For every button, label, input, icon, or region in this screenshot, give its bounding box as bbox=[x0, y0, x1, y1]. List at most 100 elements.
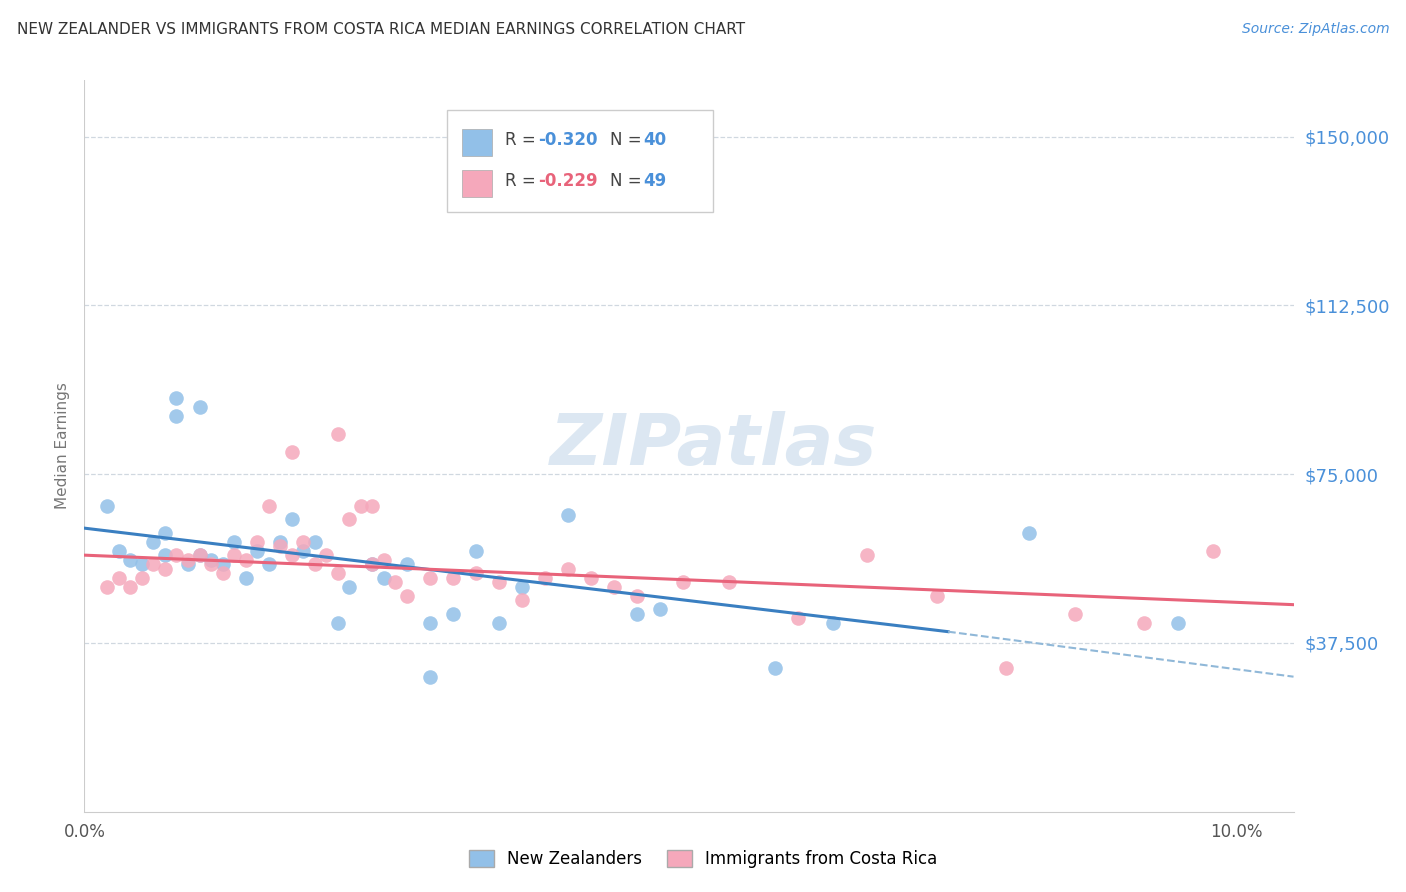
Point bbox=[153, 548, 176, 562]
Point bbox=[626, 589, 648, 603]
Point bbox=[120, 580, 142, 594]
Point bbox=[510, 580, 533, 594]
Point bbox=[1133, 615, 1156, 630]
Point bbox=[280, 444, 302, 458]
Point bbox=[166, 391, 188, 405]
Point bbox=[96, 580, 118, 594]
Point bbox=[1063, 607, 1085, 621]
Point bbox=[166, 409, 188, 423]
Point bbox=[994, 661, 1017, 675]
Text: 49: 49 bbox=[643, 172, 666, 190]
Point bbox=[441, 571, 464, 585]
Point bbox=[153, 525, 176, 540]
Point bbox=[211, 557, 233, 571]
Point bbox=[166, 548, 188, 562]
Text: Source: ZipAtlas.com: Source: ZipAtlas.com bbox=[1241, 22, 1389, 37]
Point bbox=[395, 589, 418, 603]
Point bbox=[373, 552, 395, 566]
Point bbox=[257, 499, 280, 513]
Point bbox=[626, 607, 648, 621]
Point bbox=[153, 562, 176, 576]
Point bbox=[419, 670, 441, 684]
Point bbox=[488, 575, 510, 590]
Point bbox=[488, 615, 510, 630]
Point bbox=[246, 534, 269, 549]
Legend: New Zealanders, Immigrants from Costa Rica: New Zealanders, Immigrants from Costa Ri… bbox=[463, 843, 943, 875]
Point bbox=[235, 571, 257, 585]
Point bbox=[650, 602, 672, 616]
Point bbox=[211, 566, 233, 581]
Point bbox=[222, 548, 245, 562]
Point bbox=[361, 499, 384, 513]
Point bbox=[326, 566, 349, 581]
Point bbox=[1167, 615, 1189, 630]
Point bbox=[441, 607, 464, 621]
Text: R =: R = bbox=[505, 172, 541, 190]
Point bbox=[672, 575, 695, 590]
Text: N =: N = bbox=[610, 172, 647, 190]
Point bbox=[304, 557, 326, 571]
Point bbox=[856, 548, 879, 562]
Point bbox=[315, 548, 337, 562]
Point bbox=[257, 557, 280, 571]
Point bbox=[200, 557, 222, 571]
Point bbox=[200, 552, 222, 566]
Point bbox=[821, 615, 844, 630]
Point bbox=[326, 426, 349, 441]
Point bbox=[177, 557, 200, 571]
Text: N =: N = bbox=[610, 131, 647, 149]
Point bbox=[350, 499, 373, 513]
Point bbox=[534, 571, 557, 585]
Point bbox=[222, 534, 245, 549]
Point bbox=[419, 571, 441, 585]
Bar bbox=[461, 129, 492, 156]
Point bbox=[131, 571, 153, 585]
Point bbox=[337, 512, 360, 526]
Point bbox=[304, 534, 326, 549]
Point bbox=[1202, 543, 1225, 558]
Point bbox=[96, 499, 118, 513]
Point bbox=[142, 557, 165, 571]
Text: -0.229: -0.229 bbox=[538, 172, 598, 190]
Point bbox=[246, 543, 269, 558]
Point bbox=[557, 562, 579, 576]
Point bbox=[373, 571, 395, 585]
Point bbox=[395, 557, 418, 571]
Point bbox=[361, 557, 384, 571]
Point bbox=[292, 534, 315, 549]
Text: R =: R = bbox=[505, 131, 541, 149]
Text: -0.320: -0.320 bbox=[538, 131, 598, 149]
Point bbox=[108, 571, 131, 585]
Point bbox=[579, 571, 602, 585]
Point bbox=[188, 548, 211, 562]
Point bbox=[464, 566, 486, 581]
Point bbox=[269, 539, 291, 553]
Point bbox=[269, 534, 291, 549]
Point bbox=[419, 615, 441, 630]
Text: 40: 40 bbox=[643, 131, 666, 149]
Point bbox=[763, 661, 786, 675]
Point bbox=[361, 557, 384, 571]
Point bbox=[142, 534, 165, 549]
Point bbox=[326, 615, 349, 630]
Text: ZIPatlas: ZIPatlas bbox=[550, 411, 877, 481]
Point bbox=[603, 580, 626, 594]
Point bbox=[1018, 525, 1040, 540]
FancyBboxPatch shape bbox=[447, 110, 713, 212]
Point bbox=[384, 575, 406, 590]
Point bbox=[120, 552, 142, 566]
Point bbox=[188, 548, 211, 562]
Point bbox=[108, 543, 131, 558]
Point bbox=[177, 552, 200, 566]
Point bbox=[787, 611, 810, 625]
Point bbox=[718, 575, 741, 590]
Bar bbox=[461, 169, 492, 197]
Point bbox=[280, 512, 302, 526]
Point bbox=[337, 580, 360, 594]
Point bbox=[464, 543, 486, 558]
Point bbox=[510, 593, 533, 607]
Point bbox=[292, 543, 315, 558]
Point bbox=[557, 508, 579, 522]
Y-axis label: Median Earnings: Median Earnings bbox=[55, 383, 70, 509]
Point bbox=[925, 589, 948, 603]
